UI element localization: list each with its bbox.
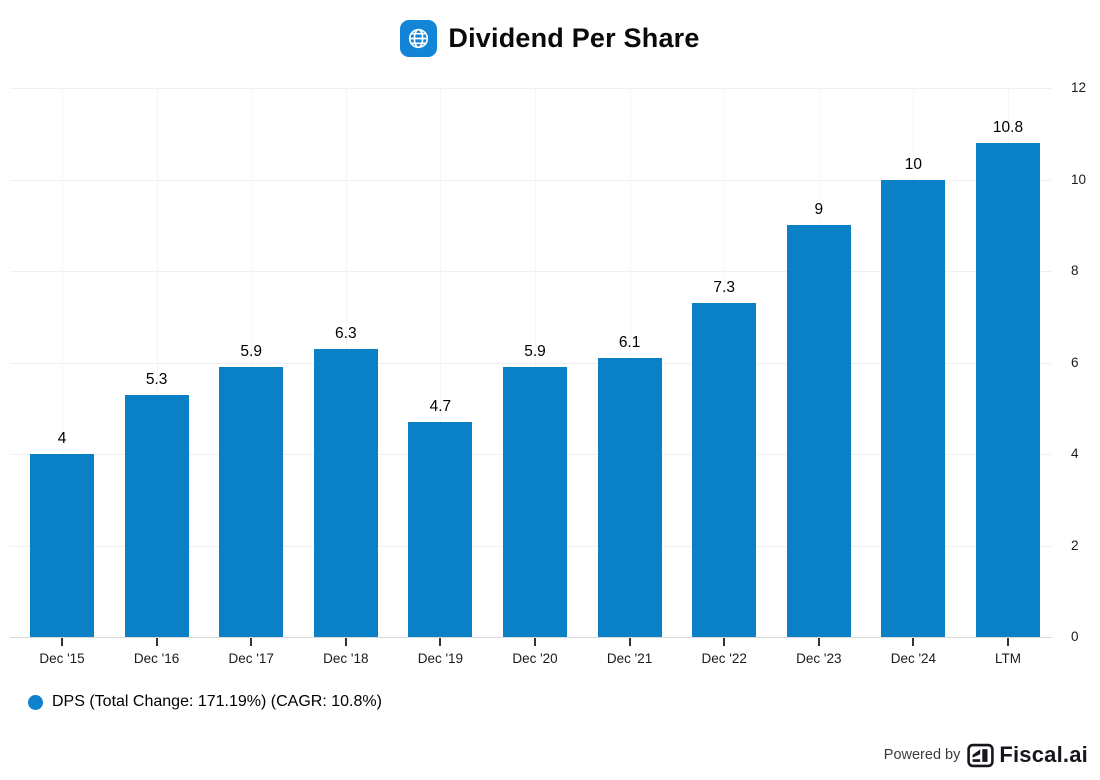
x-axis-tick-label: Dec '22 (701, 651, 747, 666)
bar-dec-21[interactable] (597, 357, 662, 637)
legend-item-dps[interactable]: DPS (Total Change: 171.19%) (CAGR: 10.8%… (28, 693, 382, 711)
x-axis-tick (439, 638, 442, 646)
bar-value-label: 5.9 (240, 343, 262, 361)
bar-value-label: 9 (814, 201, 824, 219)
bar-dec-24[interactable] (881, 179, 946, 637)
bar-dec-23[interactable] (786, 225, 851, 638)
x-axis-tick-label: Dec '18 (323, 651, 369, 666)
horizontal-gridline (10, 88, 1052, 89)
x-axis-tick (1007, 638, 1009, 646)
x-axis-tick-label: Dec '19 (417, 651, 464, 666)
x-axis-tick (250, 638, 253, 646)
x-axis-tick (344, 638, 347, 646)
brand-link[interactable]: Fiscal.ai (967, 742, 1088, 768)
y-axis-tick-label: 2 (1071, 537, 1079, 553)
horizontal-gridline (10, 271, 1052, 272)
bar-dec-18[interactable] (313, 348, 378, 637)
horizontal-gridline (10, 362, 1052, 364)
x-axis-tick (723, 638, 726, 646)
bar-value-label: 10.8 (992, 118, 1024, 136)
chart-header: Dividend Per Share (0, 20, 1100, 57)
bar-value-label: 6.1 (618, 333, 641, 351)
globe-icon (400, 20, 438, 57)
bar-value-label: 5.3 (145, 370, 168, 388)
horizontal-gridline (10, 179, 1052, 181)
bar-dec-17[interactable] (219, 367, 284, 637)
bar-dec-15[interactable] (30, 454, 94, 637)
bar-value-label: 6.3 (335, 324, 357, 342)
x-axis-tick-label: Dec '24 (890, 651, 937, 666)
y-axis-tick-label: 8 (1071, 263, 1079, 278)
bar-dec-16[interactable] (124, 394, 189, 637)
x-axis-tick (817, 638, 820, 646)
bar-value-label: 4.7 (429, 398, 452, 415)
y-axis-tick-label: 0 (1071, 629, 1079, 644)
x-axis-tick (155, 638, 158, 646)
x-axis-tick-label: Dec '17 (228, 651, 274, 666)
y-axis-tick-label: 10 (1071, 171, 1087, 187)
x-axis-tick-label: Dec '16 (133, 651, 180, 666)
bar-value-label: 4 (57, 430, 67, 447)
powered-by-text: Powered by (883, 747, 961, 763)
x-axis-tick (628, 638, 631, 646)
fiscal-logo-icon (967, 743, 995, 768)
bar-dec-22[interactable] (692, 303, 757, 637)
x-axis-tick (61, 638, 63, 646)
page-title: Dividend Per Share (448, 23, 700, 53)
bar-ltm[interactable] (976, 142, 1040, 637)
legend-label: DPS (Total Change: 171.19%) (CAGR: 10.8%… (52, 693, 382, 710)
y-axis-tick-label: 12 (1071, 80, 1087, 95)
y-axis-tick-label: 6 (1071, 354, 1079, 370)
x-axis-tick-label: Dec '21 (606, 651, 653, 666)
brand-name: Fiscal.ai (999, 742, 1088, 767)
footer: Powered by Fiscal.ai (884, 742, 1088, 768)
bar-value-label: 7.3 (713, 279, 735, 296)
x-axis-line (10, 637, 1052, 638)
x-axis-tick-label: Dec '23 (796, 651, 842, 666)
bar-value-label: 10 (904, 155, 923, 173)
x-axis-tick (534, 638, 536, 646)
legend-marker-icon (28, 694, 43, 710)
x-axis-tick-label: Dec '20 (512, 651, 558, 666)
bar-value-label: 5.9 (524, 343, 546, 361)
x-axis-tick (912, 638, 915, 646)
bar-dec-20[interactable] (503, 367, 567, 637)
bar-dec-19[interactable] (408, 422, 473, 637)
y-axis-tick-label: 4 (1071, 446, 1079, 461)
x-axis-tick-label: LTM (995, 651, 1021, 666)
x-axis-tick-label: Dec '15 (39, 651, 85, 666)
